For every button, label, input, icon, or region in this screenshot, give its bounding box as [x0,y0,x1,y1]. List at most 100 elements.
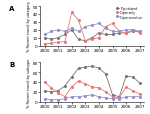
Trip related [50,91,52,93]
Trip related [64,85,66,87]
Line: Cipro sensitive: Cipro sensitive [44,23,141,36]
Cipro sensitive [44,35,45,36]
Cipro sensitive [50,99,52,101]
Cipro only [64,96,66,98]
Trip related [57,38,59,39]
Text: A: A [9,6,15,12]
Cipro sensitive [112,31,113,33]
Cipro sensitive [71,96,73,98]
Cipro sensitive [78,31,79,33]
Trip related [118,96,120,98]
Trip related [71,30,73,31]
Cipro sensitive [125,30,127,31]
Cipro only [78,80,79,82]
Cipro sensitive [57,99,59,101]
Cipro sensitive [105,97,107,98]
Trip related [44,38,45,39]
Trip related [71,77,73,78]
Cipro sensitive [64,98,66,100]
Cipro only [50,43,52,44]
Trip related [64,35,66,36]
Cipro sensitive [91,25,93,26]
Cipro only [64,41,66,43]
Line: Trip related: Trip related [44,66,141,98]
Trip related [105,35,107,36]
Cipro sensitive [98,23,100,25]
Cipro only [118,31,120,33]
Cipro sensitive [139,96,141,98]
Trip related [105,74,107,75]
Trip related [125,76,127,77]
Cipro only [105,91,107,93]
Cipro only [44,44,45,45]
Cipro sensitive [132,96,134,98]
Text: B: B [9,62,15,68]
Cipro only [91,86,93,88]
Trip related [139,31,141,33]
Cipro sensitive [118,31,120,33]
Trip related [98,33,100,34]
Cipro sensitive [84,95,86,97]
Trip related [57,90,59,92]
Cipro sensitive [112,98,113,100]
Cipro sensitive [64,31,66,33]
Cipro sensitive [71,28,73,30]
Cipro sensitive [98,96,100,98]
Trip related [78,68,79,69]
Cipro sensitive [44,98,45,100]
Cipro only [84,83,86,85]
Cipro only [50,87,52,89]
Trip related [50,39,52,41]
Cipro only [132,30,134,31]
Cipro sensitive [105,28,107,30]
Cipro only [78,20,79,22]
Cipro only [139,33,141,34]
Cipro only [57,42,59,44]
Trip related [44,90,45,92]
Trip related [84,41,86,42]
Trip related [78,39,79,41]
Cipro only [112,23,113,25]
Cipro only [44,82,45,83]
Cipro only [132,90,134,92]
Cipro only [112,96,113,98]
Trip related [139,83,141,84]
Cipro only [125,33,127,34]
Cipro sensitive [118,98,120,100]
Line: Trip related: Trip related [44,30,141,42]
Y-axis label: % Recent travel by subtype: % Recent travel by subtype [27,58,31,107]
Cipro only [71,13,73,14]
Trip related [84,67,86,68]
Cipro only [98,38,100,39]
Cipro sensitive [84,27,86,28]
Line: Cipro only: Cipro only [44,12,141,45]
Trip related [125,33,127,34]
Cipro sensitive [78,96,79,98]
Cipro only [71,86,73,88]
Cipro sensitive [125,96,127,98]
Cipro only [98,87,100,89]
Cipro only [84,41,86,42]
Trip related [112,94,113,96]
Cipro sensitive [57,30,59,31]
Line: Cipro sensitive: Cipro sensitive [44,94,141,101]
Cipro only [105,27,107,28]
Cipro only [139,93,141,95]
Line: Cipro only: Cipro only [44,80,141,99]
Cipro sensitive [91,94,93,96]
Trip related [132,31,134,33]
Y-axis label: % Recent travel by category: % Recent travel by category [27,1,31,52]
Cipro only [125,86,127,88]
Cipro sensitive [132,30,134,31]
Trip related [91,38,93,39]
Cipro sensitive [139,31,141,33]
Cipro sensitive [50,31,52,33]
Trip related [132,77,134,78]
Cipro only [118,97,120,98]
Trip related [98,68,100,69]
Cipro only [57,92,59,94]
Legend: Trip related, Cipro only, Cipro sensitive: Trip related, Cipro only, Cipro sensitiv… [116,6,142,19]
Trip related [112,35,113,36]
Cipro only [91,39,93,41]
Trip related [118,33,120,34]
